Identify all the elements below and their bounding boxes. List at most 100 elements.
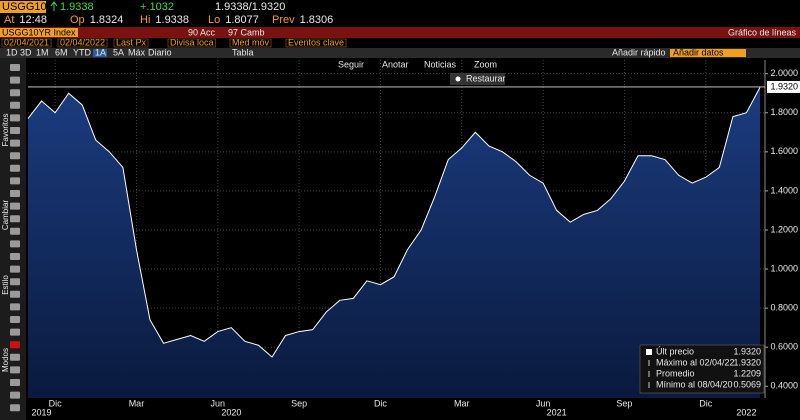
chart-tool[interactable]: Noticias: [424, 59, 457, 69]
tool-icon[interactable]: [10, 139, 20, 147]
stats-value: 1.2209: [733, 368, 761, 378]
setting[interactable]: 02/04/2021: [4, 37, 49, 47]
tool-icon[interactable]: [10, 379, 20, 386]
stats-label: Mínimo al 08/04/20: [656, 379, 733, 389]
tool-icon[interactable]: [10, 114, 20, 122]
tool-icon[interactable]: [10, 240, 20, 248]
tool-icon[interactable]: [10, 303, 20, 311]
quick-add[interactable]: Añadir rápido: [612, 47, 666, 57]
y-tick-label: 1.2000: [770, 224, 798, 234]
y-tick-label: 1.8000: [770, 107, 798, 117]
side-label: Estilo: [1, 275, 10, 295]
tool-icon[interactable]: [10, 190, 20, 197]
quote-label: Op: [70, 14, 85, 26]
tool-icon[interactable]: [10, 127, 20, 134]
tool-icon[interactable]: [10, 278, 20, 286]
tool-icon[interactable]: [10, 404, 20, 412]
quote-value: 12:48: [19, 14, 47, 26]
tool-icon[interactable]: [10, 366, 20, 374]
ticker: USGG10YR: [2, 1, 62, 13]
view-name: Gráfico de líneas: [728, 27, 797, 37]
stats-icon: [646, 349, 652, 355]
setting-box: [57, 38, 108, 48]
quote-value: 1.8324: [90, 14, 124, 26]
setting[interactable]: Divisa loca: [170, 37, 214, 47]
x-tick-label: Mar: [454, 398, 470, 408]
chart-tool[interactable]: Seguir: [338, 59, 364, 69]
period[interactable]: YTD: [73, 47, 92, 57]
tool-icon[interactable]: [10, 227, 20, 235]
tool-icon[interactable]: [10, 265, 20, 273]
side-label: Modos: [1, 348, 10, 372]
quote-label: At: [4, 14, 14, 26]
chart-tool[interactable]: Zoom: [474, 59, 497, 69]
quote-label: Prev: [272, 14, 295, 26]
setting-box: [167, 38, 216, 48]
action[interactable]: 90 Acc: [188, 27, 216, 37]
area: [28, 87, 760, 398]
last: 1.9338: [60, 1, 94, 13]
period[interactable]: 3D: [20, 47, 32, 57]
setting-box: [113, 38, 149, 48]
add-data[interactable]: Añadir datos: [673, 47, 724, 57]
setting[interactable]: Med móv: [232, 37, 270, 47]
action[interactable]: 97 Camb: [228, 27, 265, 37]
line: [27, 87, 761, 358]
y-tick-label: 0.8000: [770, 303, 798, 313]
restore[interactable]: Restaurar: [466, 73, 506, 83]
tool-icon[interactable]: [10, 152, 20, 160]
tool-icon[interactable]: [10, 76, 20, 84]
table-button[interactable]: Tabla: [232, 47, 254, 57]
tool-icon[interactable]: [10, 64, 20, 71]
restore-icon: [455, 76, 461, 82]
y-tick-label: 1.0000: [770, 263, 798, 273]
y-tick-label: 1.6000: [770, 146, 798, 156]
period[interactable]: 1A: [95, 47, 106, 57]
tool-icon[interactable]: [10, 341, 20, 349]
period[interactable]: Diario: [148, 47, 172, 57]
tool-icon[interactable]: [10, 177, 20, 185]
tool-icon[interactable]: [10, 253, 20, 260]
up-arrow: [50, 1, 58, 11]
tool-icon[interactable]: [10, 290, 20, 298]
tool-icon[interactable]: [10, 202, 20, 210]
year-label: 2019: [32, 407, 52, 417]
chart-tool[interactable]: Anotar: [382, 59, 409, 69]
tool-icon[interactable]: [10, 89, 20, 97]
setting[interactable]: 02/04/2022: [60, 37, 105, 47]
add-data-box[interactable]: [670, 49, 746, 57]
x-tick-label: Jun: [536, 398, 551, 408]
period[interactable]: 1M: [36, 47, 49, 57]
tool-icon[interactable]: [10, 316, 20, 323]
y-tick-label: 2.0000: [770, 68, 798, 78]
tool-icon[interactable]: [10, 101, 20, 109]
quote-value: 1.9338: [155, 14, 189, 26]
setting[interactable]: Eventos clave: [288, 37, 344, 47]
period[interactable]: 1D: [6, 47, 18, 57]
stats-value: 0.5069: [733, 379, 761, 389]
year-label: 2022: [736, 407, 756, 417]
quote-label: Lo: [208, 14, 220, 26]
period[interactable]: 6M: [55, 47, 68, 57]
period[interactable]: Máx: [128, 47, 146, 57]
period[interactable]: 5A: [113, 47, 124, 57]
stats-label: Últ precio: [656, 346, 694, 356]
x-tick-label: Dic: [374, 398, 387, 408]
tool-icon[interactable]: [10, 391, 20, 399]
year-label: 2020: [221, 407, 241, 417]
title-bar: [0, 27, 800, 38]
y-tick-label: 1.4000: [770, 185, 798, 195]
tool-icon[interactable]: [10, 215, 20, 223]
x-tick-label: Dic: [49, 398, 62, 408]
setting-box: [1, 38, 52, 48]
tool-icon[interactable]: [10, 328, 20, 336]
tool-icon[interactable]: [10, 164, 20, 172]
change: +.1032: [140, 1, 174, 13]
tool-icon[interactable]: [10, 353, 20, 361]
bid-ask: 1.9338/1.9320: [215, 1, 285, 13]
year-label: 2021: [547, 407, 567, 417]
restore-box[interactable]: [450, 73, 505, 85]
setting[interactable]: Last Px: [116, 37, 147, 47]
